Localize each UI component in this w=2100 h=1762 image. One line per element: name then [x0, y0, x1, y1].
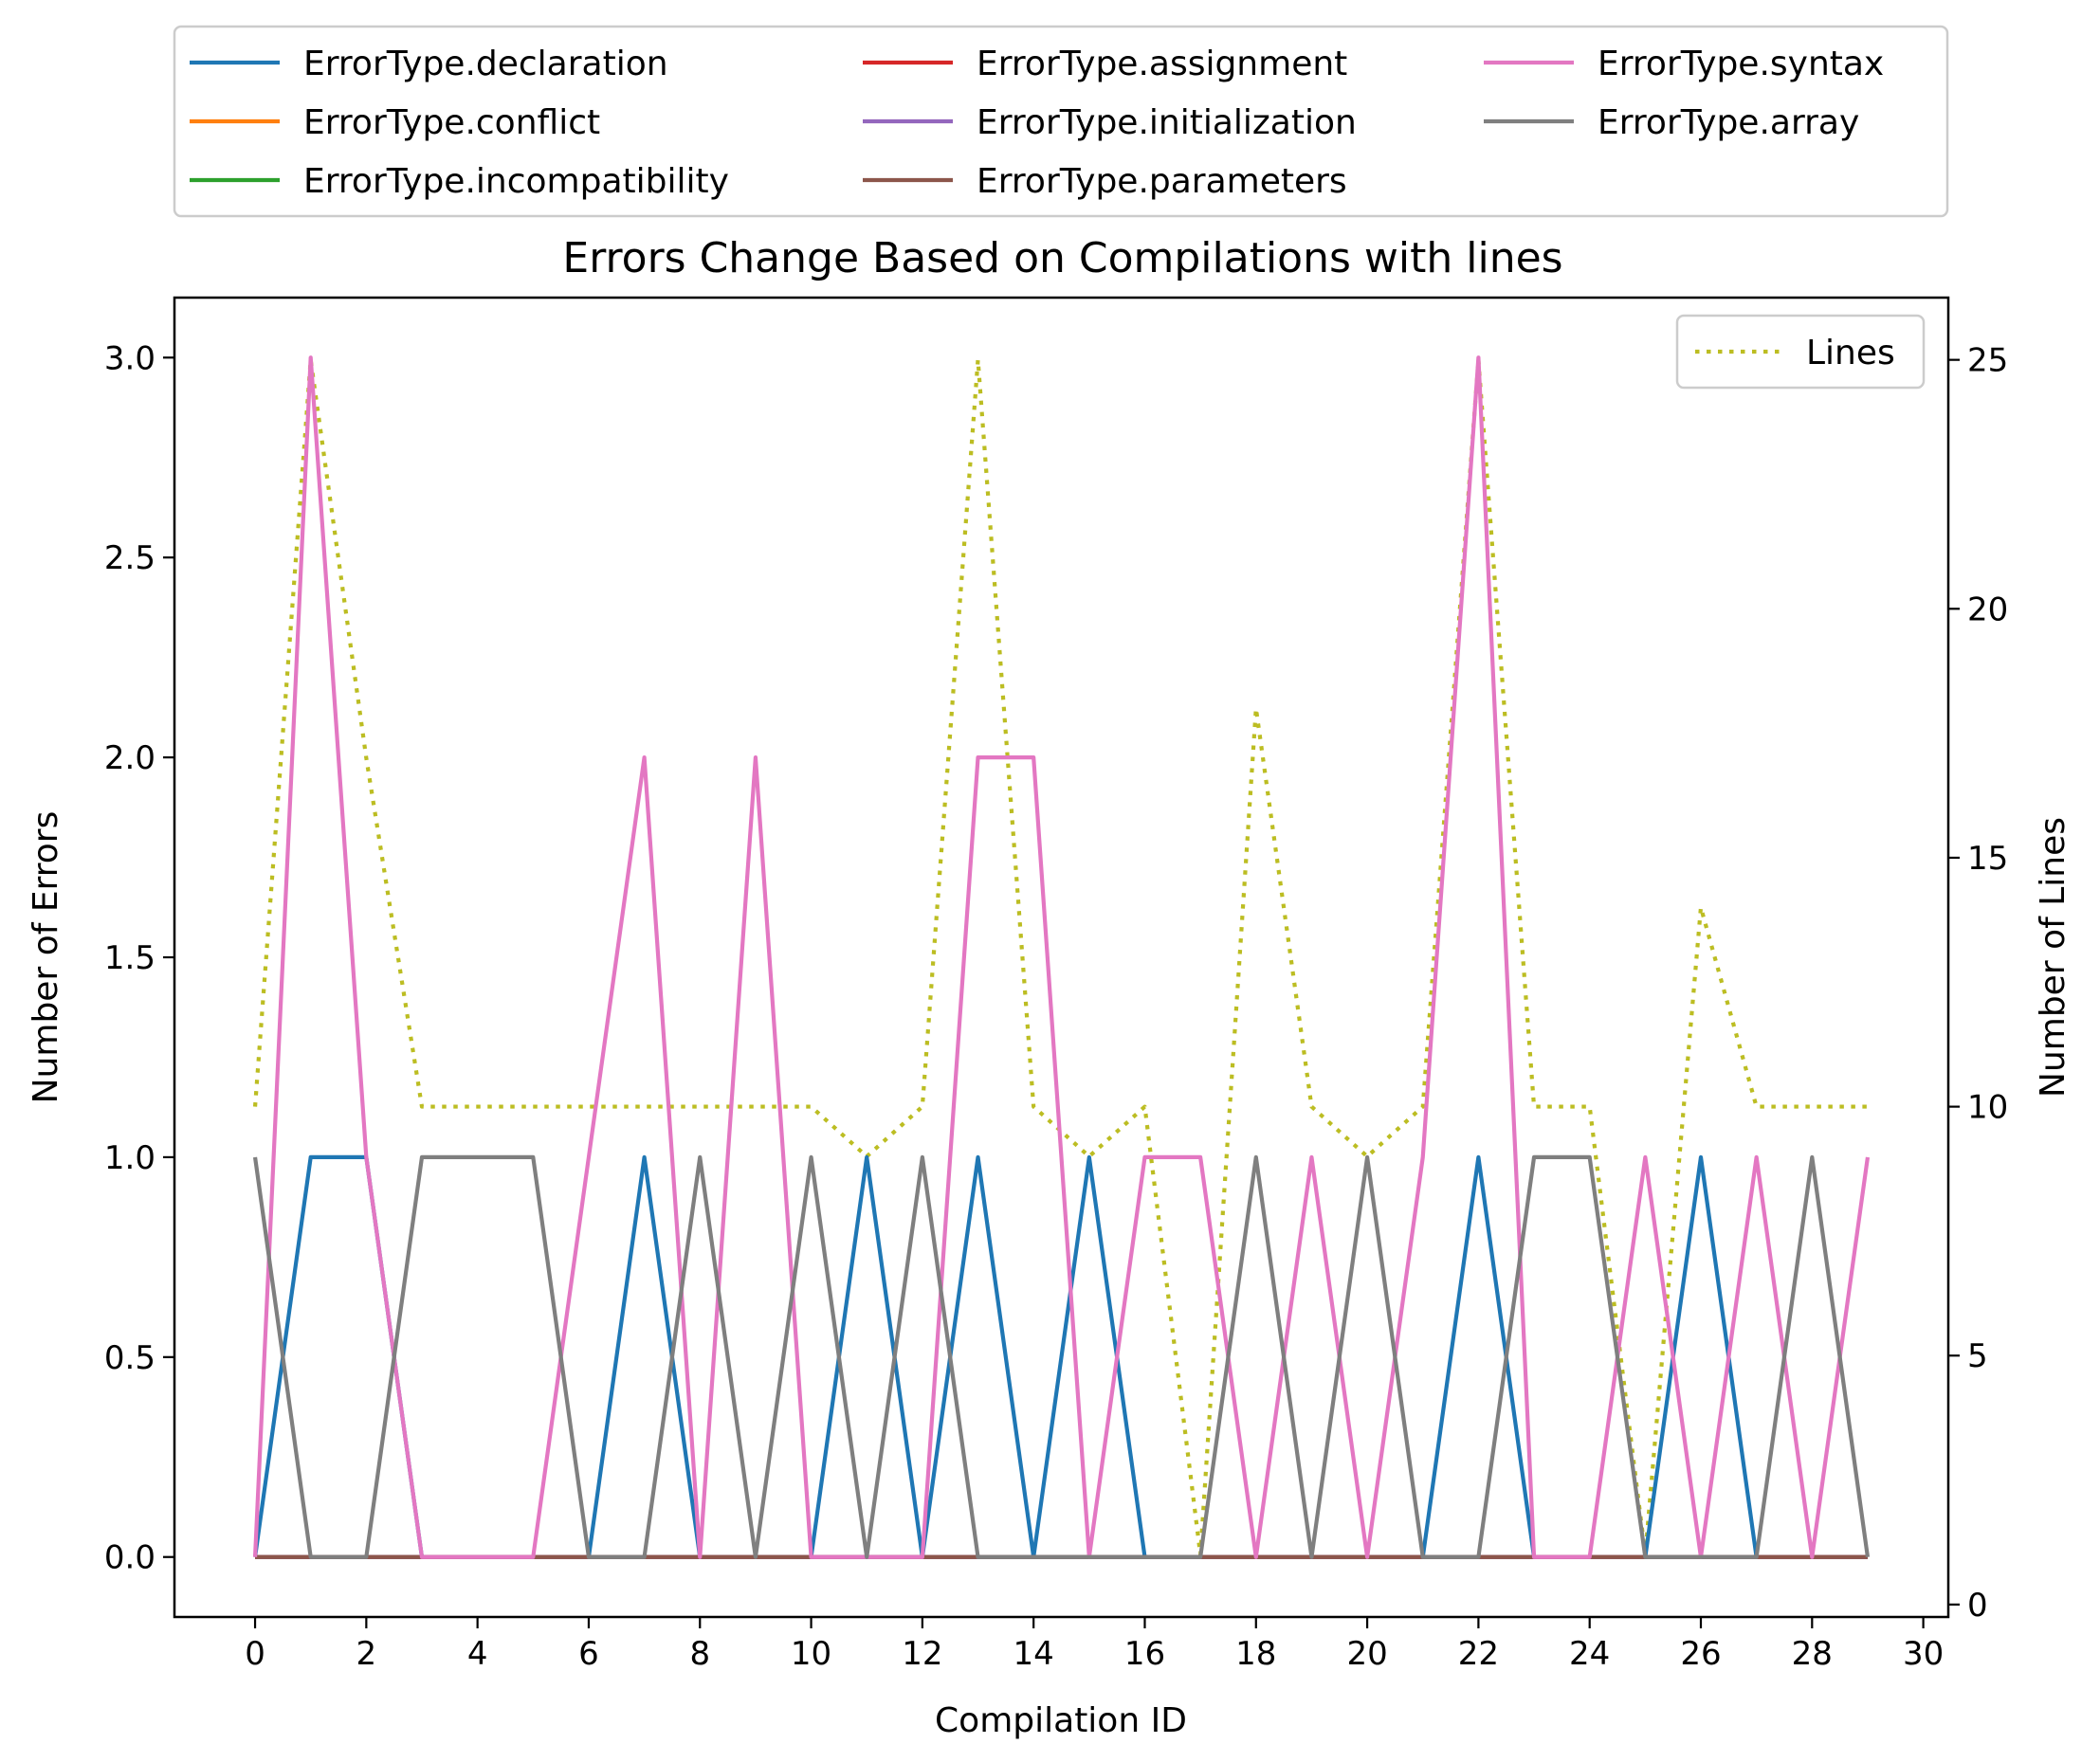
y-tick-label: 3.0 — [104, 339, 155, 377]
legend-label-parameters: ErrorType.parameters — [977, 162, 1347, 201]
x-tick-label: 20 — [1346, 1635, 1387, 1673]
series-line-array — [252, 1154, 1871, 1559]
x-tick-label: 26 — [1680, 1635, 1721, 1673]
legend-label-array: ErrorType.array — [1598, 103, 1859, 142]
x-tick-label: 12 — [902, 1635, 942, 1673]
y-tick-label: 1.0 — [104, 1139, 155, 1177]
series-layer — [252, 355, 1871, 1559]
legend-label-assignment: ErrorType.assignment — [977, 45, 1347, 83]
x-tick-label: 16 — [1124, 1635, 1165, 1673]
legend-label-incompatibility: ErrorType.incompatibility — [303, 162, 729, 201]
legend-lines: Lines — [1675, 314, 1926, 390]
legend-top: ErrorType.declaration ErrorType.conflict E… — [173, 25, 1949, 218]
y-tick-label: 0.0 — [104, 1539, 155, 1577]
legend-label-syntax: ErrorType.syntax — [1598, 45, 1884, 83]
x-tick-label: 4 — [467, 1635, 488, 1673]
series-line-lines — [252, 357, 1868, 1557]
y2-tick-label: 20 — [1967, 590, 2008, 628]
legend-label-declaration: ErrorType.declaration — [303, 45, 668, 83]
x-tick-label: 2 — [356, 1635, 377, 1673]
x-axis-label: Compilation ID — [935, 1701, 1187, 1740]
x-tick-label: 8 — [689, 1635, 710, 1673]
y-tick-label: 0.5 — [104, 1339, 155, 1377]
y-tick-label: 1.5 — [104, 939, 155, 977]
chart-title: Errors Change Based on Compilations with… — [562, 234, 1562, 282]
legend-top-frame — [173, 25, 1949, 218]
x-tick-label: 30 — [1903, 1635, 1944, 1673]
x-tick-label: 22 — [1458, 1635, 1499, 1673]
x-tick-label: 14 — [1013, 1635, 1054, 1673]
y2-tick-label: 25 — [1967, 342, 2008, 380]
legend-label-initialization: ErrorType.initialization — [977, 103, 1357, 142]
y2-tick-label: 10 — [1967, 1089, 2008, 1127]
x-tick-label: 18 — [1235, 1635, 1276, 1673]
y2-tick-label: 5 — [1967, 1337, 1988, 1375]
y-axis-label: Number of Errors — [27, 811, 65, 1104]
x-tick-label: 6 — [578, 1635, 599, 1673]
legend-lines-frame — [1675, 314, 1926, 390]
plot-frame — [173, 296, 1950, 1619]
y-tick-label: 2.0 — [104, 739, 155, 777]
legend-label-lines: Lines — [1806, 334, 1895, 372]
legend-label-conflict: ErrorType.conflict — [303, 103, 600, 142]
x-tick-label: 24 — [1569, 1635, 1610, 1673]
y-tick-label: 2.5 — [104, 539, 155, 577]
ticks-layer: 0 2 4 6 8 10 12 14 16 18 20 22 24 26 28 300.00.51.01.52… — [104, 339, 2008, 1673]
x-tick-label: 10 — [791, 1635, 831, 1673]
y2-tick-label: 0 — [1967, 1587, 1988, 1625]
y2-tick-label: 15 — [1967, 840, 2008, 878]
series-line-syntax — [252, 355, 1871, 1559]
y2-axis-label: Number of Lines — [2034, 817, 2073, 1098]
plot-area — [252, 355, 1871, 1559]
x-tick-label: 28 — [1792, 1635, 1833, 1673]
x-tick-label: 0 — [245, 1635, 265, 1673]
